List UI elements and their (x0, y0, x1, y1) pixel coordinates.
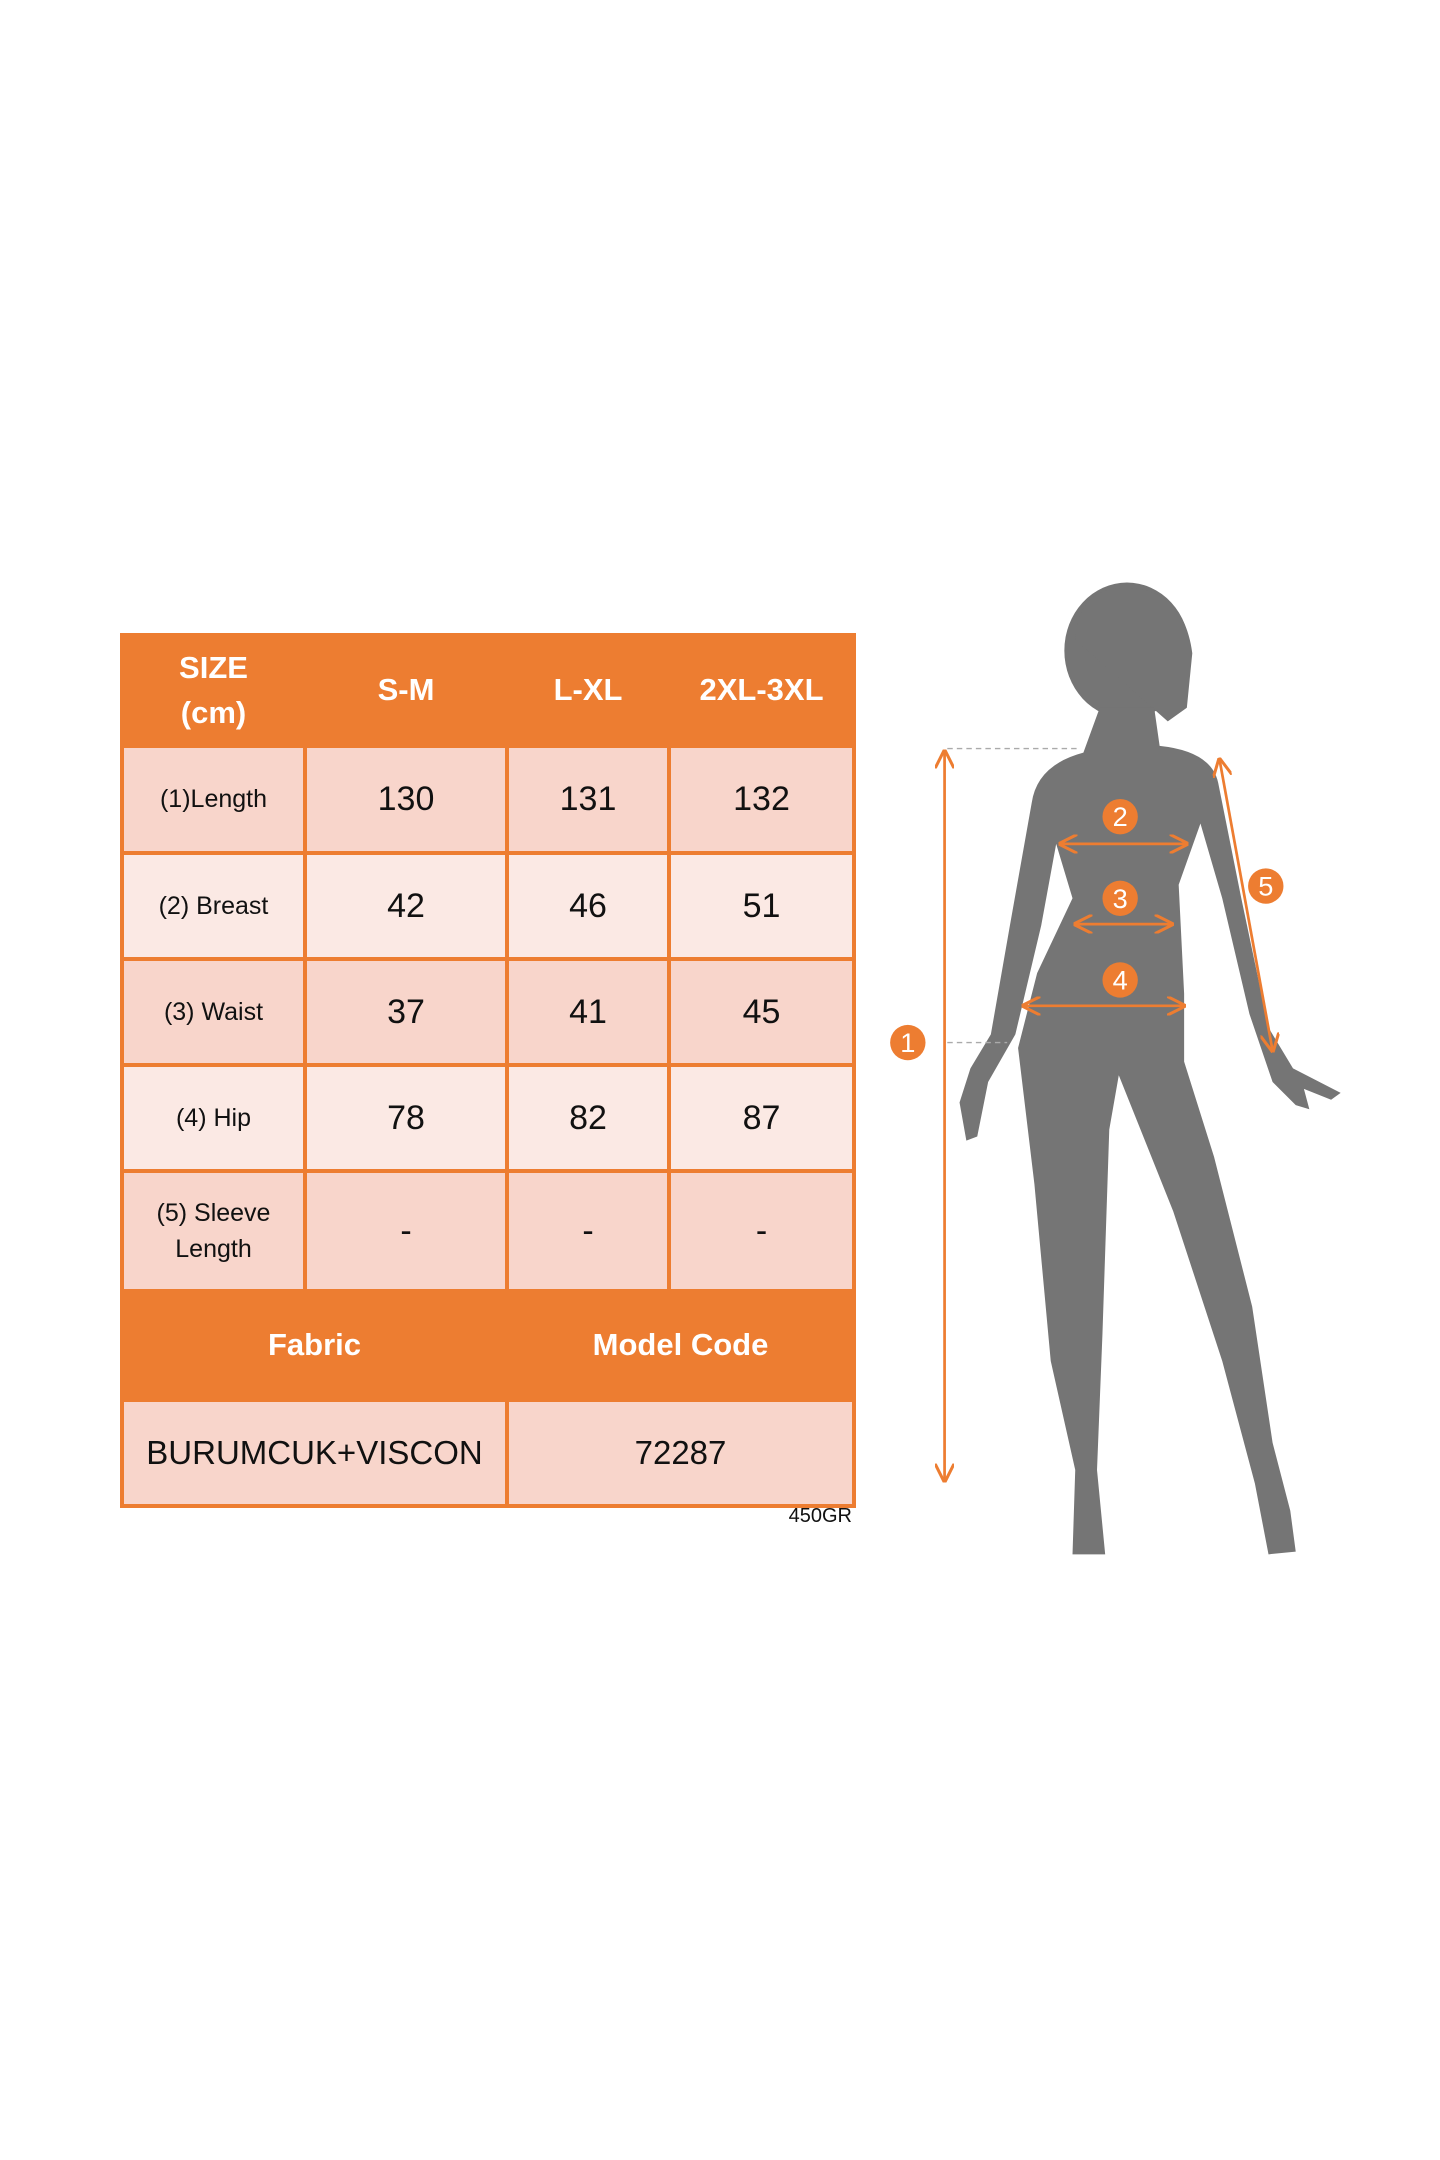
row-label-line: (5) Sleeve (156, 1198, 271, 1227)
cell: 130 (303, 744, 509, 855)
row-label: (5) Sleeve Length (120, 1169, 307, 1293)
model-code-value: 72287 (505, 1398, 856, 1508)
model-code-label: Model Code (505, 1289, 856, 1402)
sleeve-arrow (1220, 759, 1273, 1050)
fabric-row: BURUMCUK+VISCON 72287 (120, 1398, 856, 1508)
header-s-m: S-M (303, 633, 509, 748)
row-label-line: Length (175, 1235, 252, 1263)
cell: - (667, 1169, 856, 1293)
marker-4: 4 (1113, 964, 1128, 995)
size-label: SIZE (179, 649, 248, 685)
cell: 131 (505, 744, 671, 855)
cell: 45 (667, 957, 856, 1067)
cell: 87 (667, 1063, 856, 1173)
measurement-guides (945, 747, 1273, 1481)
table-row: (4) Hip 78 82 87 (120, 1063, 856, 1173)
size-chart-table: SIZE (cm) S-M L-XL 2XL-3XL (1)Length 130 … (120, 633, 856, 1508)
header-row: SIZE (cm) S-M L-XL 2XL-3XL (120, 633, 856, 748)
unit-label: (cm) (180, 694, 247, 730)
marker-2: 2 (1113, 801, 1128, 832)
silhouette (959, 582, 1341, 1555)
row-label: (3) Waist (120, 957, 307, 1067)
cell: 37 (303, 957, 509, 1067)
cell: 82 (505, 1063, 671, 1173)
cell: 78 (303, 1063, 509, 1173)
fabric-label: Fabric (120, 1289, 509, 1402)
markers: 1 2 3 4 5 (890, 798, 1284, 1061)
header-l-xl: L-XL (505, 633, 671, 748)
cell: 132 (667, 744, 856, 855)
row-label: (4) Hip (120, 1063, 307, 1173)
table-row: (2) Breast 42 46 51 (120, 851, 856, 961)
cell: 46 (505, 851, 671, 961)
table-row: (3) Waist 37 41 45 (120, 957, 856, 1067)
weight-label: 450GR (788, 1505, 852, 1527)
fabric-header-row: Fabric Model Code (120, 1289, 856, 1402)
marker-1: 1 (900, 1027, 915, 1058)
cell: - (505, 1169, 671, 1293)
header-2xl-3xl: 2XL-3XL (667, 633, 856, 748)
cell: 41 (505, 957, 671, 1067)
marker-5: 5 (1258, 871, 1273, 902)
table-row: (5) Sleeve Length - - - (120, 1169, 856, 1293)
cell: 51 (667, 851, 856, 961)
header-size: SIZE (cm) (120, 633, 307, 748)
row-label: (2) Breast (120, 851, 307, 961)
cell: 42 (303, 851, 509, 961)
row-label: (1)Length (120, 744, 307, 855)
fabric-value: BURUMCUK+VISCON (120, 1398, 509, 1508)
table-row: (1)Length 130 131 132 (120, 744, 856, 855)
cell: - (303, 1169, 509, 1293)
marker-3: 3 (1113, 883, 1128, 914)
